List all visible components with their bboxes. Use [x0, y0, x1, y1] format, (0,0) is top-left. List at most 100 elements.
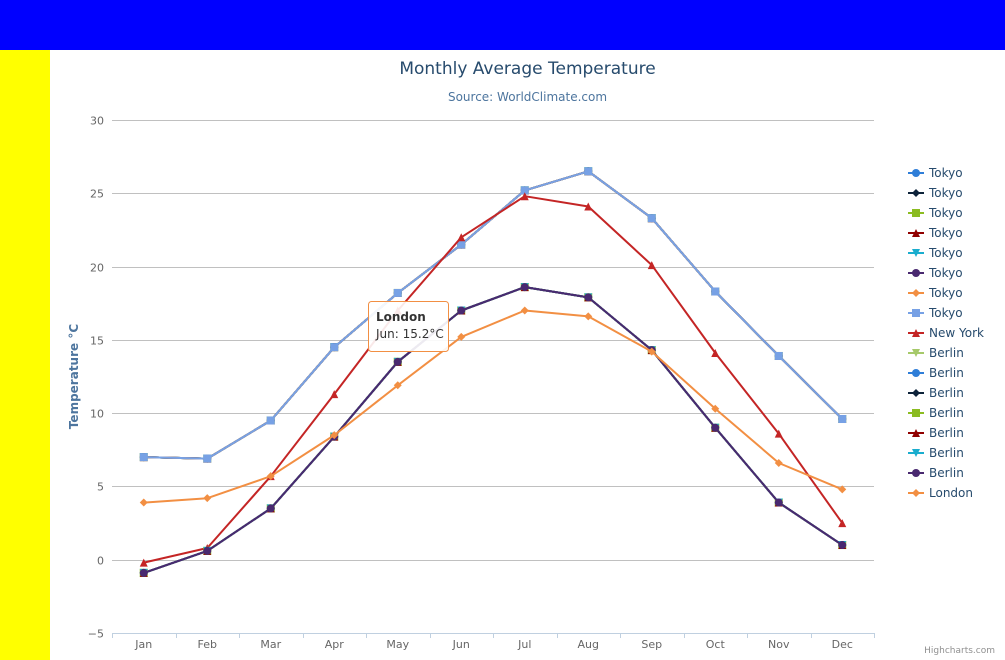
legend-item[interactable]: Berlin — [908, 406, 964, 420]
data-point[interactable] — [647, 347, 656, 356]
legend-item[interactable]: Berlin — [908, 466, 964, 480]
legend-marker — [912, 449, 920, 457]
x-tick-label: Apr — [325, 638, 345, 651]
legend-marker — [912, 269, 920, 277]
legend-item[interactable]: Berlin — [908, 386, 964, 400]
data-point[interactable] — [139, 568, 148, 577]
series-tokyo[interactable] — [139, 167, 847, 463]
data-point[interactable] — [457, 240, 466, 249]
series-line[interactable] — [142, 286, 844, 574]
data-point[interactable] — [139, 453, 148, 462]
series-line[interactable] — [142, 286, 844, 574]
legend-item[interactable]: Berlin — [908, 426, 964, 440]
series-tokyo[interactable] — [139, 167, 847, 463]
data-point[interactable] — [711, 423, 720, 432]
data-point[interactable] — [203, 454, 212, 463]
legend-label: Tokyo — [928, 246, 963, 260]
credits-link[interactable]: Highcharts.com — [924, 646, 995, 656]
series-line[interactable] — [142, 170, 844, 460]
legend-item[interactable]: Tokyo — [908, 186, 963, 200]
data-point[interactable] — [584, 293, 593, 302]
legend-label: Tokyo — [928, 266, 963, 280]
tooltip-text: Jun: 15.2°C — [375, 327, 444, 341]
data-point[interactable] — [330, 431, 339, 440]
data-point[interactable] — [584, 167, 593, 176]
data-point[interactable] — [584, 202, 593, 211]
data-point[interactable] — [266, 504, 275, 513]
legend-item[interactable]: Tokyo — [908, 306, 963, 320]
data-point[interactable] — [711, 404, 720, 413]
data-point[interactable] — [711, 349, 720, 358]
legend-item[interactable]: Berlin — [908, 346, 964, 360]
legend-marker — [912, 429, 920, 437]
series-line[interactable] — [142, 286, 844, 574]
x-tick-label: Jun — [452, 638, 470, 651]
data-point[interactable] — [139, 558, 148, 567]
data-point[interactable] — [647, 261, 656, 270]
data-point[interactable] — [203, 494, 212, 503]
series-line[interactable] — [142, 286, 844, 574]
legend-item[interactable]: London — [908, 486, 973, 500]
series-line[interactable] — [142, 286, 844, 574]
data-point[interactable] — [393, 381, 402, 390]
data-point[interactable] — [266, 416, 275, 425]
y-tick-label: −5 — [88, 628, 104, 641]
series-london[interactable] — [139, 306, 847, 507]
data-point[interactable] — [520, 192, 529, 201]
data-point[interactable] — [393, 288, 402, 297]
x-tick-label: Aug — [578, 638, 599, 651]
series-tokyo[interactable] — [139, 167, 847, 463]
data-point[interactable] — [520, 306, 529, 315]
data-point[interactable] — [774, 458, 783, 467]
legend-item[interactable]: Berlin — [908, 446, 964, 460]
data-point[interactable] — [520, 283, 529, 292]
data-point[interactable] — [838, 485, 847, 494]
series-line[interactable] — [142, 286, 844, 574]
data-point[interactable] — [838, 519, 847, 528]
data-point[interactable] — [203, 546, 212, 555]
data-point[interactable] — [457, 306, 466, 315]
data-point[interactable] — [330, 390, 339, 399]
legend-item[interactable]: Tokyo — [908, 166, 963, 180]
data-point[interactable] — [838, 541, 847, 550]
data-point[interactable] — [330, 343, 339, 352]
legend-item[interactable]: Tokyo — [908, 246, 963, 260]
data-point[interactable] — [139, 498, 148, 507]
legend-marker — [912, 249, 920, 257]
top-banner — [0, 0, 1005, 50]
data-point[interactable] — [647, 214, 656, 223]
series-tokyo[interactable] — [139, 167, 847, 463]
data-point[interactable] — [393, 357, 402, 366]
legend-item[interactable]: Tokyo — [908, 286, 963, 300]
legend-item[interactable]: Tokyo — [908, 266, 963, 280]
legend-marker — [912, 469, 920, 477]
data-point[interactable] — [457, 332, 466, 341]
series-line[interactable] — [142, 195, 844, 564]
legend-label: Tokyo — [928, 306, 963, 320]
legend-item[interactable]: Tokyo — [908, 206, 963, 220]
series-tokyo[interactable] — [139, 167, 847, 463]
data-point[interactable] — [457, 233, 466, 242]
data-point[interactable] — [838, 415, 847, 424]
legend-item[interactable]: Berlin — [908, 366, 964, 380]
legend-item[interactable]: New York — [908, 326, 984, 340]
data-point[interactable] — [774, 498, 783, 507]
data-point[interactable] — [266, 472, 275, 481]
series-tokyo[interactable] — [139, 167, 847, 463]
chart-subtitle[interactable]: Source: WorldClimate.com — [447, 90, 608, 104]
series-new-york[interactable] — [139, 192, 847, 567]
legend-marker — [912, 389, 920, 397]
data-point[interactable] — [774, 429, 783, 438]
data-point[interactable] — [584, 312, 593, 321]
legend-item[interactable]: Tokyo — [908, 226, 963, 240]
chart-svg: −5 0 5 10 15 20 25 30 Jan Feb Mar Apr May Jun Jul Aug Se… — [67, 115, 984, 652]
series-tokyo[interactable] — [139, 167, 847, 463]
series-tokyo[interactable] — [139, 167, 847, 463]
legend-marker — [912, 209, 920, 217]
data-point[interactable] — [774, 351, 783, 360]
data-point[interactable] — [711, 287, 720, 296]
series-line[interactable] — [142, 286, 844, 574]
x-tick-label: Dec — [832, 638, 853, 651]
data-point[interactable] — [520, 186, 529, 195]
series-line[interactable] — [142, 309, 844, 504]
